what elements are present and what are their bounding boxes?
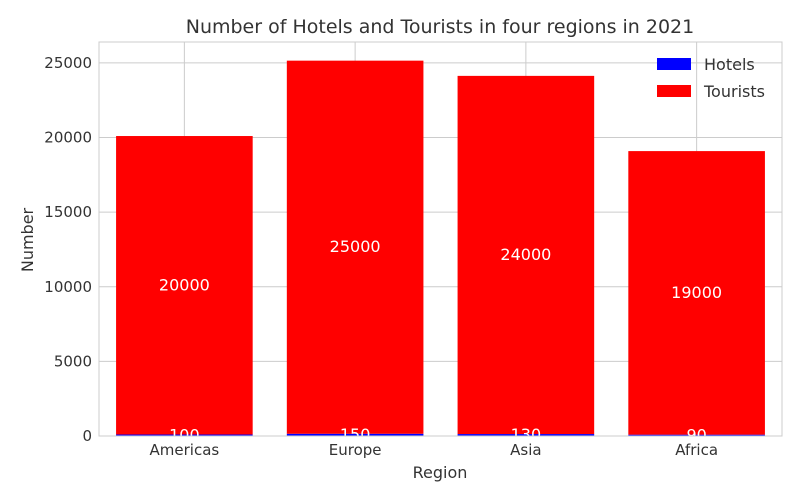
y-tick-label: 0 <box>82 427 92 445</box>
legend: Hotels Tourists <box>657 55 765 101</box>
legend-label-tourists: Tourists <box>703 82 765 101</box>
bar-tourists <box>116 136 253 435</box>
data-label-hotels: 100 <box>169 425 200 444</box>
y-axis-ticks: 0 5000 10000 15000 20000 25000 <box>44 54 92 445</box>
y-tick-label: 5000 <box>54 352 92 370</box>
bars <box>116 60 765 436</box>
data-label-tourists: 25000 <box>330 237 381 256</box>
x-axis-ticks: Americas Europe Asia Africa <box>150 441 718 459</box>
bar-hotels <box>628 434 765 436</box>
x-tick-label: Africa <box>675 441 718 459</box>
data-labels: 100 20000 150 25000 130 24000 90 19000 <box>159 237 722 444</box>
data-label-hotels: 90 <box>686 425 706 444</box>
y-axis-title: Number <box>18 207 37 272</box>
data-label-tourists: 20000 <box>159 275 210 294</box>
data-label-hotels: 130 <box>511 425 542 444</box>
bar-tourists <box>286 60 424 434</box>
bar-tourists <box>628 151 765 435</box>
x-axis-title: Region <box>413 463 468 482</box>
y-tick-label: 15000 <box>44 203 92 221</box>
y-tick-label: 25000 <box>44 54 92 72</box>
legend-swatch-hotels <box>657 58 691 70</box>
chart-title: Number of Hotels and Tourists in four re… <box>186 16 695 38</box>
data-label-hotels: 150 <box>340 425 371 444</box>
x-tick-label: Asia <box>510 441 541 459</box>
y-tick-label: 10000 <box>44 278 92 296</box>
data-label-tourists: 24000 <box>500 245 551 264</box>
legend-label-hotels: Hotels <box>704 55 755 74</box>
x-tick-label: Europe <box>329 441 382 459</box>
data-label-tourists: 19000 <box>671 283 722 302</box>
y-tick-label: 20000 <box>44 129 92 147</box>
legend-swatch-tourists <box>657 85 691 97</box>
plot-frame <box>98 41 783 437</box>
bar-hotels <box>116 434 253 436</box>
bar-tourists <box>457 75 595 435</box>
bar-hotels <box>286 433 424 436</box>
x-tick-label: Americas <box>150 441 220 459</box>
bar-hotels <box>457 434 595 436</box>
